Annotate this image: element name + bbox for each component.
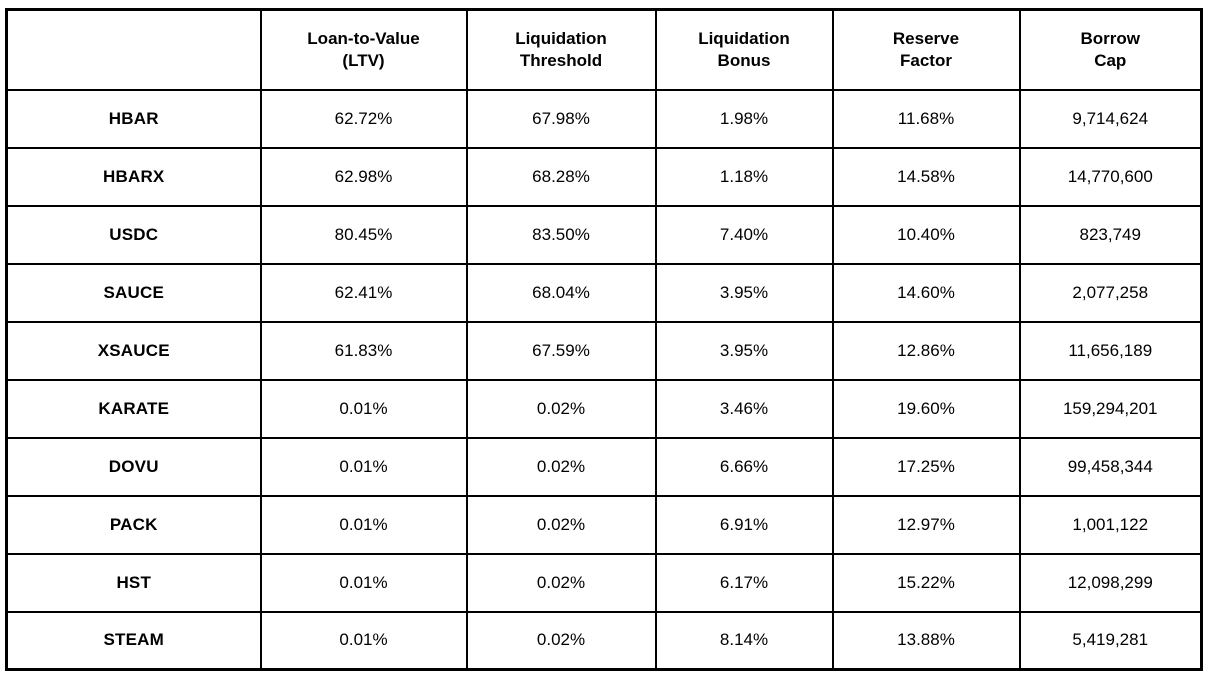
cell-liquidation-threshold: 0.02% bbox=[465, 436, 657, 497]
row-label-token: XSAUCE bbox=[5, 320, 262, 381]
column-header-token bbox=[5, 8, 262, 91]
cell-reserve-factor: 12.97% bbox=[831, 494, 1021, 555]
cell-liquidation-bonus: 1.98% bbox=[654, 88, 834, 149]
row-label-token: PACK bbox=[5, 494, 262, 555]
table-body: HBAR 62.72% 67.98% 1.98% 11.68% 9,714,624 HBAR… bbox=[5, 88, 1203, 671]
cell-liquidation-threshold: 68.04% bbox=[465, 262, 657, 323]
cell-borrow-cap: 99,458,344 bbox=[1018, 436, 1203, 497]
row-label-token: DOVU bbox=[5, 436, 262, 497]
table-row: STEAM 0.01% 0.02% 8.14% 13.88% 5,419,281 bbox=[5, 610, 1203, 671]
cell-liquidation-threshold: 0.02% bbox=[465, 552, 657, 613]
cell-ltv: 0.01% bbox=[259, 436, 468, 497]
row-label-token: HBAR bbox=[5, 88, 262, 149]
row-label-token: KARATE bbox=[5, 378, 262, 439]
column-header-borrow-cap: Borrow Cap bbox=[1018, 8, 1203, 91]
cell-ltv: 80.45% bbox=[259, 204, 468, 265]
column-header-reserve-factor: Reserve Factor bbox=[831, 8, 1021, 91]
row-label-token: USDC bbox=[5, 204, 262, 265]
cell-liquidation-bonus: 3.46% bbox=[654, 378, 834, 439]
cell-ltv: 0.01% bbox=[259, 494, 468, 555]
risk-parameters-table-container: Loan-to-Value (LTV) Liquidation Threshold… bbox=[5, 8, 1203, 671]
table-row: KARATE 0.01% 0.02% 3.46% 19.60% 159,294,201 bbox=[5, 378, 1203, 439]
table-row: HST 0.01% 0.02% 6.17% 15.22% 12,098,299 bbox=[5, 552, 1203, 613]
cell-liquidation-threshold: 67.98% bbox=[465, 88, 657, 149]
cell-borrow-cap: 823,749 bbox=[1018, 204, 1203, 265]
cell-reserve-factor: 14.60% bbox=[831, 262, 1021, 323]
row-label-token: SAUCE bbox=[5, 262, 262, 323]
column-header-ltv: Loan-to-Value (LTV) bbox=[259, 8, 468, 91]
cell-borrow-cap: 9,714,624 bbox=[1018, 88, 1203, 149]
cell-borrow-cap: 14,770,600 bbox=[1018, 146, 1203, 207]
table-row: DOVU 0.01% 0.02% 6.66% 17.25% 99,458,344 bbox=[5, 436, 1203, 497]
column-header-liquidation-bonus: Liquidation Bonus bbox=[654, 8, 834, 91]
cell-reserve-factor: 11.68% bbox=[831, 88, 1021, 149]
cell-reserve-factor: 14.58% bbox=[831, 146, 1021, 207]
cell-liquidation-bonus: 1.18% bbox=[654, 146, 834, 207]
table-row: XSAUCE 61.83% 67.59% 3.95% 12.86% 11,656,189 bbox=[5, 320, 1203, 381]
cell-reserve-factor: 13.88% bbox=[831, 610, 1021, 671]
cell-reserve-factor: 10.40% bbox=[831, 204, 1021, 265]
cell-reserve-factor: 19.60% bbox=[831, 378, 1021, 439]
cell-ltv: 62.72% bbox=[259, 88, 468, 149]
table-row: SAUCE 62.41% 68.04% 3.95% 14.60% 2,077,258 bbox=[5, 262, 1203, 323]
table-row: HBARX 62.98% 68.28% 1.18% 14.58% 14,770,600 bbox=[5, 146, 1203, 207]
cell-liquidation-bonus: 7.40% bbox=[654, 204, 834, 265]
row-label-token: HBARX bbox=[5, 146, 262, 207]
cell-ltv: 0.01% bbox=[259, 610, 468, 671]
cell-ltv: 0.01% bbox=[259, 552, 468, 613]
cell-liquidation-bonus: 3.95% bbox=[654, 262, 834, 323]
cell-reserve-factor: 12.86% bbox=[831, 320, 1021, 381]
cell-borrow-cap: 11,656,189 bbox=[1018, 320, 1203, 381]
table-row: PACK 0.01% 0.02% 6.91% 12.97% 1,001,122 bbox=[5, 494, 1203, 555]
row-label-token: HST bbox=[5, 552, 262, 613]
cell-reserve-factor: 15.22% bbox=[831, 552, 1021, 613]
cell-ltv: 62.98% bbox=[259, 146, 468, 207]
column-header-liquidation-threshold: Liquidation Threshold bbox=[465, 8, 657, 91]
table-header: Loan-to-Value (LTV) Liquidation Threshold… bbox=[5, 8, 1203, 91]
cell-liquidation-threshold: 0.02% bbox=[465, 378, 657, 439]
cell-liquidation-threshold: 83.50% bbox=[465, 204, 657, 265]
cell-borrow-cap: 12,098,299 bbox=[1018, 552, 1203, 613]
cell-liquidation-threshold: 0.02% bbox=[465, 494, 657, 555]
cell-liquidation-bonus: 3.95% bbox=[654, 320, 834, 381]
cell-liquidation-threshold: 0.02% bbox=[465, 610, 657, 671]
cell-liquidation-threshold: 68.28% bbox=[465, 146, 657, 207]
risk-parameters-table: Loan-to-Value (LTV) Liquidation Threshold… bbox=[5, 8, 1203, 671]
row-label-token: STEAM bbox=[5, 610, 262, 671]
cell-reserve-factor: 17.25% bbox=[831, 436, 1021, 497]
cell-liquidation-bonus: 6.66% bbox=[654, 436, 834, 497]
cell-liquidation-bonus: 6.91% bbox=[654, 494, 834, 555]
cell-liquidation-bonus: 8.14% bbox=[654, 610, 834, 671]
cell-liquidation-bonus: 6.17% bbox=[654, 552, 834, 613]
cell-borrow-cap: 159,294,201 bbox=[1018, 378, 1203, 439]
cell-borrow-cap: 2,077,258 bbox=[1018, 262, 1203, 323]
table-row: USDC 80.45% 83.50% 7.40% 10.40% 823,749 bbox=[5, 204, 1203, 265]
header-row: Loan-to-Value (LTV) Liquidation Threshold… bbox=[5, 8, 1203, 91]
cell-ltv: 0.01% bbox=[259, 378, 468, 439]
table-row: HBAR 62.72% 67.98% 1.98% 11.68% 9,714,624 bbox=[5, 88, 1203, 149]
cell-liquidation-threshold: 67.59% bbox=[465, 320, 657, 381]
cell-borrow-cap: 5,419,281 bbox=[1018, 610, 1203, 671]
cell-borrow-cap: 1,001,122 bbox=[1018, 494, 1203, 555]
cell-ltv: 61.83% bbox=[259, 320, 468, 381]
cell-ltv: 62.41% bbox=[259, 262, 468, 323]
